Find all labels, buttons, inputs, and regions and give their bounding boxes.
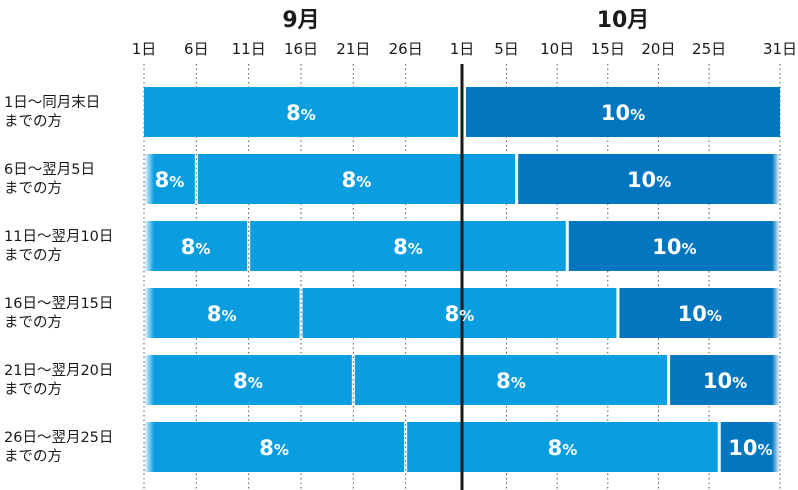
tick-label: 16日 xyxy=(284,40,318,58)
bar-segment xyxy=(154,355,352,405)
rate-label: 8% xyxy=(496,369,526,393)
bar-segment xyxy=(670,355,772,405)
row-label: までの方 xyxy=(4,180,62,197)
bar-fade xyxy=(144,355,154,405)
bar-segment xyxy=(354,355,668,405)
rate-label: 10% xyxy=(652,235,696,259)
row-label: 11日～翌月10日 xyxy=(4,229,113,245)
rate-label: 8% xyxy=(207,302,237,326)
bar-fade xyxy=(772,154,780,204)
rate-label: 8% xyxy=(286,101,316,125)
tick-label: 26日 xyxy=(389,40,423,58)
rate-label: 10% xyxy=(627,168,671,192)
rate-label: 8% xyxy=(181,235,211,259)
bar-segment xyxy=(154,221,248,271)
rate-label: 10% xyxy=(678,302,722,326)
rate-label: 8% xyxy=(259,436,289,460)
bar-segment xyxy=(619,288,772,338)
bar-segment xyxy=(302,288,617,338)
bar-fade xyxy=(772,288,780,338)
bar-fade xyxy=(144,221,154,271)
tick-label: 15日 xyxy=(591,40,625,58)
row-label: までの方 xyxy=(4,113,62,130)
row-label: 21日～翌月20日 xyxy=(4,363,113,379)
row-label: 1日～同月末日 xyxy=(4,94,100,111)
bar-segment xyxy=(720,422,772,472)
bar-segment xyxy=(466,87,780,137)
bar-segment xyxy=(144,87,458,137)
bars xyxy=(144,87,780,472)
gridlines xyxy=(143,64,781,490)
bar-fade xyxy=(772,422,780,472)
rate-label: 8% xyxy=(548,436,578,460)
tick-label: 10日 xyxy=(540,40,574,58)
row-label: までの方 xyxy=(4,314,62,331)
row-label: までの方 xyxy=(4,247,62,264)
month-header: 9月 xyxy=(282,8,319,33)
bar-segment xyxy=(154,154,195,204)
tick-label: 25日 xyxy=(692,40,726,58)
tick-label: 1日 xyxy=(450,40,475,58)
tick-label: 1日 xyxy=(132,40,157,58)
rate-label: 10% xyxy=(601,101,645,125)
row-label: までの方 xyxy=(4,381,62,398)
bar-segment xyxy=(518,154,772,204)
bar-segment xyxy=(250,221,566,271)
bar-fade xyxy=(772,221,780,271)
row-label: 6日～翌月5日 xyxy=(4,162,95,178)
bar-fade xyxy=(144,288,154,338)
labels: 9月 10月 1日 6日 11日 16日 21日 26日 1日 5日 10日 15日 20日 25日 31日… xyxy=(4,8,797,465)
bar-fade xyxy=(772,355,780,405)
rate-label: 8% xyxy=(233,369,263,393)
row-label: 16日～翌月15日 xyxy=(4,296,113,312)
rate-label: 10% xyxy=(728,436,772,460)
tick-label: 21日 xyxy=(336,40,370,58)
bar-segment xyxy=(407,422,718,472)
rate-label: 8% xyxy=(342,168,372,192)
row-label: までの方 xyxy=(4,448,62,465)
bar-segment xyxy=(154,288,300,338)
bar-segment xyxy=(568,221,772,271)
tick-label: 11日 xyxy=(232,40,266,58)
rate-label: 8% xyxy=(445,302,475,326)
rate-label: 8% xyxy=(393,235,423,259)
bar-fade xyxy=(144,154,154,204)
month-header: 10月 xyxy=(597,8,650,33)
tick-label: 6日 xyxy=(184,40,209,58)
tick-label: 20日 xyxy=(641,40,675,58)
tick-label: 31日 xyxy=(763,40,797,58)
bar-fade xyxy=(144,422,154,472)
tick-label: 5日 xyxy=(494,40,519,58)
row-label: 26日～翌月25日 xyxy=(4,430,113,446)
bar-segment xyxy=(154,422,405,472)
rate-label: 10% xyxy=(703,369,747,393)
rate-label: 8% xyxy=(155,168,185,192)
